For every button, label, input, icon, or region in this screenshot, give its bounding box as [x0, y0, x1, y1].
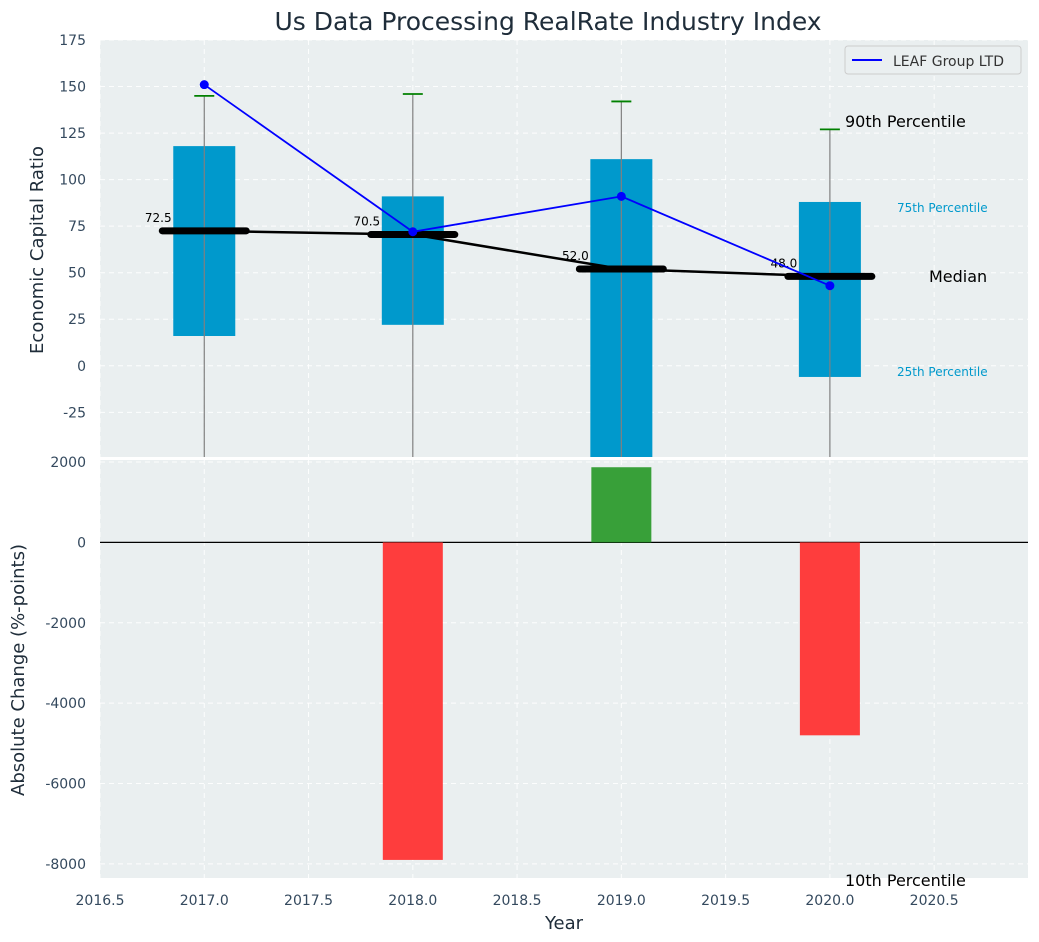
x-tick-label: 2017.0 — [180, 893, 229, 909]
bottom-y-tick-label: 2000 — [50, 455, 86, 471]
chart-title: Us Data Processing RealRate Industry Ind… — [274, 7, 821, 36]
top-y-tick-label: 75 — [68, 219, 86, 235]
bottom-y-tick-label: -8000 — [45, 857, 86, 873]
top-plot: 72.5 70.552.048.0 — [145, 80, 876, 457]
change-bar — [382, 542, 443, 860]
x-tick-label: 2020.0 — [805, 893, 854, 909]
change-bar — [591, 467, 652, 543]
top-y-tick-label: 50 — [68, 266, 86, 282]
top-y-axis-label: Economic Capital Ratio — [27, 146, 48, 354]
x-tick-label: 2020.5 — [910, 893, 959, 909]
x-axis-label: Year — [544, 913, 584, 934]
top-y-tick-label: 100 — [59, 173, 86, 189]
bottom-axes-background — [100, 460, 1028, 878]
top-y-tick-label: 125 — [59, 126, 86, 142]
bottom-y-axis-label: Absolute Change (%-points) — [8, 544, 29, 796]
x-tick-label: 2018.5 — [493, 893, 542, 909]
median-label: Median — [929, 267, 987, 286]
top-axes-background — [100, 40, 1028, 457]
x-tick-label: 2019.5 — [701, 893, 750, 909]
p10-label: 10th Percentile — [845, 871, 966, 890]
top-y-tick-label: -25 — [63, 405, 86, 421]
top-y-tick-label: 25 — [68, 312, 86, 328]
series-line-leaf-group — [203, 83, 831, 287]
bottom-y-tick-label: 0 — [77, 535, 86, 551]
series-point — [408, 227, 418, 237]
legend-entry: LEAF Group LTD — [893, 54, 1004, 70]
x-tick-label: 2017.5 — [284, 893, 333, 909]
bottom-plot — [100, 467, 1028, 860]
bottom-y-tick-label: -6000 — [45, 777, 86, 793]
legend: LEAF Group LTD — [844, 45, 1022, 75]
top-y-tick-label: 175 — [59, 33, 86, 49]
median-value-label: 48.0 — [771, 256, 798, 270]
top-y-tick-label: 150 — [59, 80, 86, 96]
median-trend-line — [204, 229, 830, 278]
median-value-label: 72.5 — [145, 211, 172, 225]
series-point — [825, 281, 835, 291]
x-tick-label: 2018.0 — [388, 893, 437, 909]
bottom-y-tick-label: -4000 — [45, 696, 86, 712]
x-tick-label: 2019.0 — [597, 893, 646, 909]
x-tick-label: 2016.5 — [76, 893, 125, 909]
median-value-label: 70.5 — [353, 215, 380, 229]
change-bar — [799, 542, 860, 736]
p75-label: 75th Percentile — [897, 201, 988, 215]
p25-label: 25th Percentile — [897, 365, 988, 379]
series-point — [199, 80, 209, 90]
p90-label: 90th Percentile — [845, 112, 966, 131]
top-y-tick-label: 0 — [77, 359, 86, 375]
series-point — [616, 191, 626, 201]
legend-box — [844, 45, 1022, 75]
bottom-y-tick-label: -2000 — [45, 616, 86, 632]
axis-ticks: 2016.5 2017.0 2017.5 2018.0 2018.5 2019.0 2019… — [45, 33, 958, 909]
